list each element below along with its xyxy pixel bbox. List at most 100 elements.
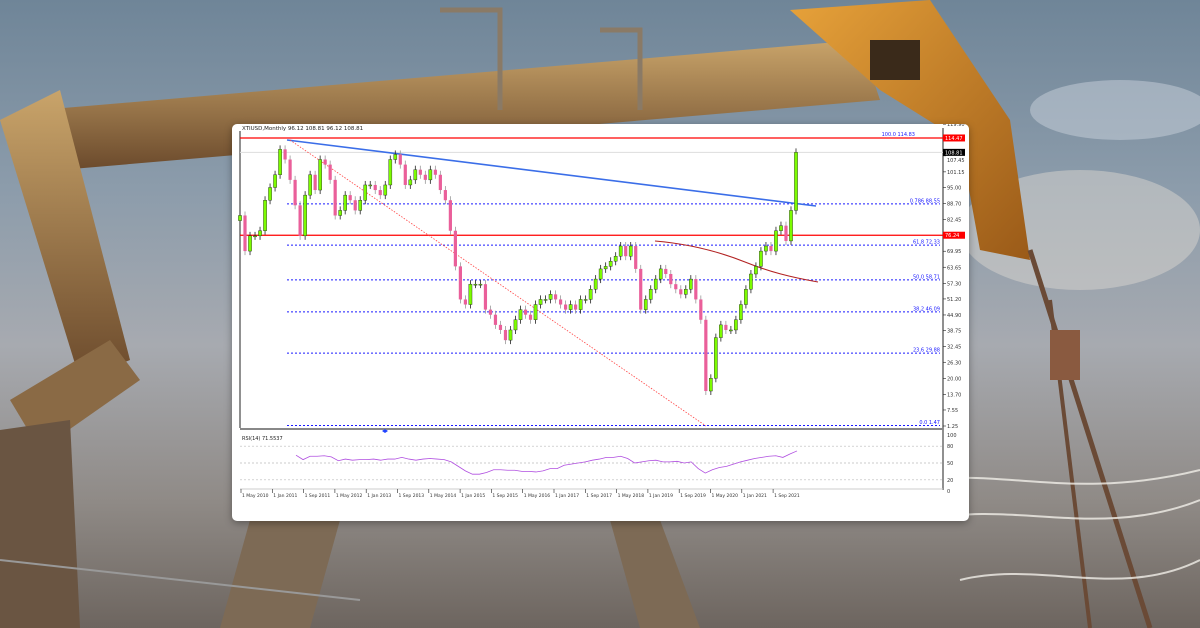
candle-body: [598, 268, 603, 280]
y-tick-label: 57.30: [947, 281, 961, 287]
candle-body: [533, 304, 538, 320]
x-tick-label: 1 May 2012: [336, 493, 363, 499]
candle-body: [749, 273, 753, 290]
candle-body: [363, 184, 368, 201]
candle-body: [764, 245, 768, 252]
candle-body: [263, 200, 267, 231]
candle-body: [433, 169, 437, 175]
candle-body: [298, 205, 302, 236]
candle-body: [428, 169, 433, 181]
fib-level-label: 0.786 88.55: [910, 198, 940, 204]
fib-level-label: 50.0 58.71: [913, 274, 940, 280]
candle-body: [303, 194, 307, 237]
x-tick-label: 1 May 2014: [430, 493, 457, 499]
x-tick-label: 1 Jan 2015: [461, 493, 485, 499]
rsi-tick-label: 80: [947, 444, 953, 450]
candle-body: [453, 230, 457, 267]
candle-body: [774, 230, 778, 252]
price-tag-label: 114.47: [945, 136, 963, 142]
rsi-label: RSI(14) 71.5537: [242, 436, 283, 442]
moving-average-line: [654, 240, 819, 283]
candle-body: [643, 299, 648, 310]
candle-body: [278, 149, 282, 175]
candle-body: [273, 174, 277, 188]
y-tick-label: 1.25: [947, 424, 958, 430]
rsi-tick-label: 0: [947, 489, 950, 495]
x-tick-label: 1 Sep 2017: [586, 493, 612, 499]
x-tick-label: 1 Jan 2017: [555, 493, 579, 499]
chart-title: XTIUSD,Monthly 96.12 108.81 96.12 108.81: [242, 126, 363, 132]
candle-body: [699, 299, 703, 320]
candle-body: [694, 279, 698, 300]
candle-body: [628, 245, 633, 257]
y-tick-label: 119.90: [947, 124, 965, 128]
candle-body: [253, 235, 257, 238]
blue-trendline: [286, 139, 817, 207]
red-dotted-trendline: [289, 139, 707, 427]
candle-body: [378, 190, 382, 196]
fib-level-label: 100.0 114.83: [882, 132, 915, 138]
candle-body: [483, 284, 488, 310]
candle-body: [674, 284, 678, 290]
candle-body: [634, 246, 638, 269]
chart-card: XTIUSD,Monthly 96.12 108.81 96.12 108.81…: [232, 122, 969, 521]
candle-body: [468, 283, 473, 305]
y-tick-label: 13.70: [947, 392, 961, 398]
candle-body: [664, 268, 668, 274]
candle-body: [523, 309, 528, 315]
candle-body: [493, 314, 498, 325]
candle-body: [613, 255, 618, 262]
candle-body: [794, 152, 798, 211]
candle-body: [734, 319, 738, 331]
candle-body: [704, 319, 708, 392]
candle-body: [513, 319, 518, 331]
candle-body: [293, 179, 297, 206]
y-tick-label: 82.45: [947, 217, 961, 223]
candle-body: [593, 278, 598, 290]
candle-body: [458, 266, 462, 300]
y-tick-label: 38.75: [947, 329, 961, 335]
rsi-tick-label: 100: [947, 433, 957, 439]
x-tick-label: 1 Jan 2013: [367, 493, 391, 499]
candle-body: [443, 190, 447, 201]
candle-body: [583, 299, 588, 301]
candle-body: [373, 184, 377, 191]
candle-body: [348, 195, 352, 201]
y-tick-label: 20.00: [947, 376, 961, 382]
candle-body: [729, 329, 733, 332]
candle-body: [403, 164, 407, 185]
candle-body: [658, 268, 663, 280]
candle-body: [393, 154, 398, 160]
candle-body: [368, 184, 373, 187]
candle-body: [343, 194, 347, 211]
marker-icon: [382, 429, 388, 433]
candle-body: [353, 200, 357, 211]
candle-body: [478, 283, 483, 286]
candle-body: [283, 149, 287, 160]
y-tick-label: 107.45: [947, 158, 965, 164]
candle-body: [518, 309, 523, 320]
x-tick-label: 1 Jan 2011: [273, 493, 297, 499]
y-tick-label: 69.95: [947, 249, 961, 255]
x-tick-label: 1 May 2018: [618, 493, 645, 499]
candle-body: [724, 324, 728, 330]
candle-body: [648, 289, 653, 300]
candle-body: [238, 215, 242, 221]
candle-body: [639, 268, 643, 310]
candle-body: [503, 329, 508, 341]
x-tick-label: 1 Sep 2013: [399, 493, 425, 499]
candle-body: [714, 337, 718, 379]
candle-body: [408, 179, 413, 186]
candle-body: [448, 200, 452, 231]
candle-body: [528, 314, 533, 320]
candle-body: [624, 246, 628, 257]
rsi-tick-label: 20: [947, 478, 953, 484]
candle-body: [543, 299, 548, 301]
candle-body: [413, 169, 418, 181]
candle-body: [463, 299, 468, 305]
fib-level-label: 61.8 72.33: [913, 240, 940, 246]
candle-body: [258, 230, 262, 237]
candle-body: [438, 174, 442, 191]
price-chart: XTIUSD,Monthly 96.12 108.81 96.12 108.81…: [238, 122, 965, 499]
candle-body: [338, 210, 342, 216]
